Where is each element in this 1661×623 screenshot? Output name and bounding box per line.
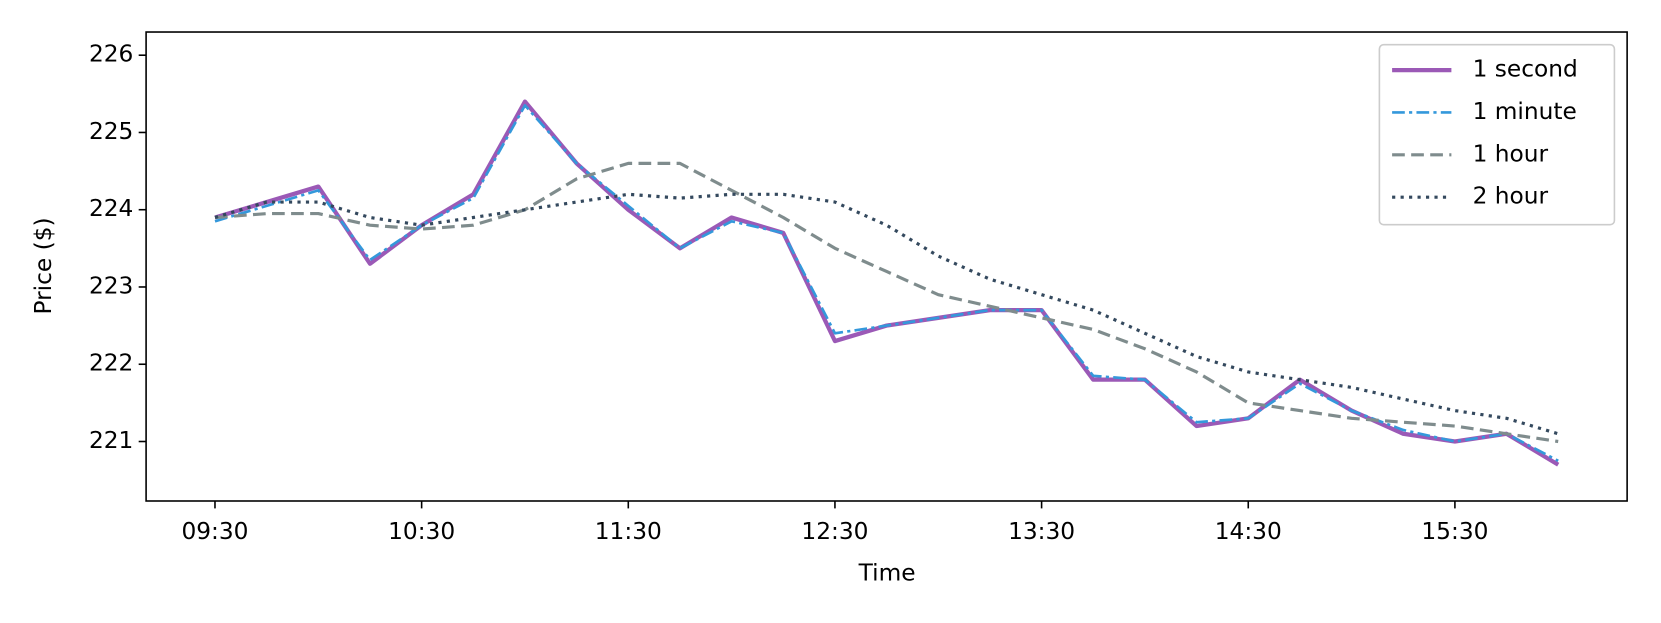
y-tick-label: 226 bbox=[89, 41, 133, 68]
x-axis-title: Time bbox=[858, 560, 916, 587]
x-tick-label: 10:30 bbox=[388, 518, 455, 545]
legend-label: 1 hour bbox=[1473, 140, 1549, 167]
legend-label: 1 second bbox=[1473, 56, 1578, 83]
y-tick-label: 223 bbox=[89, 272, 133, 299]
legend-box bbox=[1378, 43, 1616, 226]
x-tick-label: 15:30 bbox=[1421, 518, 1488, 545]
y-tick-label: 225 bbox=[89, 118, 133, 145]
x-tick-label: 12:30 bbox=[801, 518, 868, 545]
legend-label: 2 hour bbox=[1473, 183, 1549, 210]
series-line bbox=[214, 104, 1559, 462]
plot-frame bbox=[145, 31, 1628, 502]
y-tick-label: 221 bbox=[89, 427, 133, 454]
x-tick-label: 14:30 bbox=[1215, 518, 1282, 545]
x-tick-label: 11:30 bbox=[595, 518, 662, 545]
y-axis-title: Price ($) bbox=[30, 217, 57, 314]
y-tick-label: 222 bbox=[89, 350, 133, 377]
plot-area bbox=[214, 99, 1560, 467]
series-line bbox=[214, 99, 1560, 467]
legend: 1 second 1 minute 1 hour 2 hour bbox=[1378, 43, 1616, 226]
x-tick-label: 09:30 bbox=[181, 518, 248, 545]
x-tick-label: 13:30 bbox=[1008, 518, 1075, 545]
legend-label: 1 minute bbox=[1473, 98, 1577, 125]
y-tick-label: 224 bbox=[89, 195, 133, 222]
series-line bbox=[214, 161, 1559, 444]
series-line bbox=[214, 192, 1559, 436]
